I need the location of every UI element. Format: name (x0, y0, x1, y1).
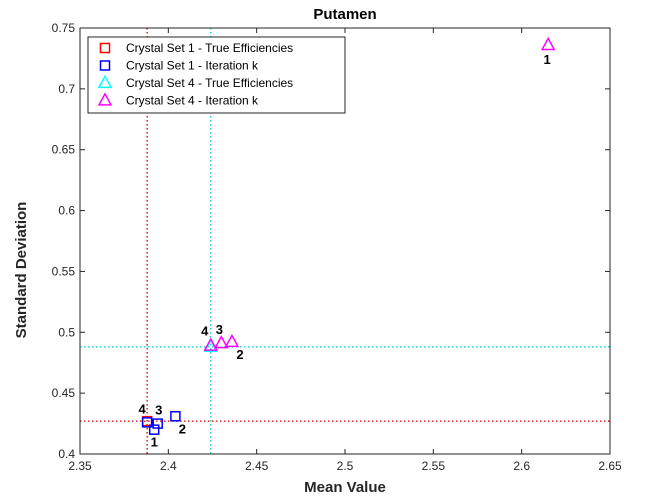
x-axis-title: Mean Value (304, 479, 386, 496)
x-tick-label: 2.6 (513, 459, 530, 473)
legend-marker-triangle (97, 92, 113, 106)
y-tick-label: 0.55 (52, 264, 76, 278)
x-tick-label: 2.4 (160, 459, 177, 473)
data-point-triangle (540, 36, 556, 51)
data-point-triangle (203, 337, 218, 351)
point-label: 2 (236, 347, 243, 362)
y-tick-label: 0.65 (52, 143, 76, 157)
x-tick-label: 2.65 (598, 459, 622, 473)
data-point-triangle (224, 333, 240, 348)
y-tick-label: 0.5 (58, 325, 75, 339)
point-label: 1 (151, 435, 158, 450)
x-tick-label: 2.35 (68, 459, 92, 473)
legend-marker-square (99, 42, 111, 54)
x-tick-label: 2.45 (245, 459, 269, 473)
legend-entry-label: Crystal Set 1 - Iteration k (126, 59, 259, 73)
legend-entry-label: Crystal Set 4 - True Efficiencies (126, 76, 293, 90)
y-axis-title: Standard Deviation (13, 202, 30, 339)
point-label: 4 (201, 324, 209, 339)
legend-marker-triangle (97, 74, 113, 89)
chart-title: Putamen (313, 6, 376, 23)
data-point-square (141, 417, 153, 428)
y-tick-label: 0.75 (52, 21, 76, 35)
legend-marker-square (99, 60, 111, 71)
point-label: 3 (216, 322, 223, 337)
legend-entry-label: Crystal Set 4 - Iteration k (126, 94, 259, 108)
point-label: 1 (544, 52, 551, 67)
legend: Crystal Set 1 - True Efficiencies Crystal… (87, 36, 346, 114)
data-point-square (152, 418, 163, 429)
data-point-triangle (214, 335, 229, 349)
point-label: 4 (139, 401, 147, 416)
data-point-square (170, 411, 181, 422)
y-tick-label: 0.6 (58, 204, 75, 218)
legend-box (87, 36, 346, 114)
legend-entry-label: Crystal Set 1 - True Efficiencies (126, 41, 293, 55)
y-tick-label: 0.4 (58, 447, 75, 461)
point-label: 3 (155, 403, 162, 418)
x-tick-label: 2.55 (422, 459, 446, 473)
x-tick-label: 2.5 (337, 459, 354, 473)
y-tick-label: 0.7 (58, 82, 75, 96)
data-point-square (148, 424, 160, 435)
point-label: 2 (179, 421, 186, 436)
y-tick-label: 0.45 (52, 386, 76, 400)
